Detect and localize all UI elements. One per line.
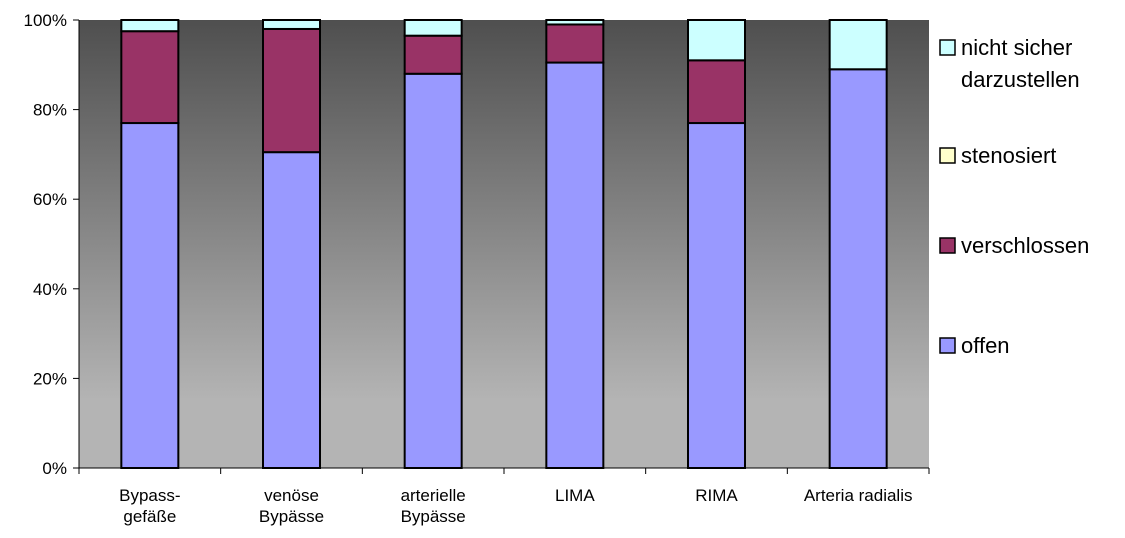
plot-area (79, 20, 929, 468)
y-tick-label: 60% (33, 190, 67, 209)
bar-segment-nicht-sicher-darzustellen-3 (545, 19, 605, 26)
y-tick-label: 100% (24, 11, 67, 30)
legend-swatch (939, 237, 956, 254)
bar-segment-nicht-sicher-darzustellen-1 (262, 19, 321, 30)
bar-segment-offen-5 (828, 68, 888, 469)
bar-segment-verschlossen-0 (120, 30, 180, 125)
bar-segment-offen-4 (687, 122, 746, 469)
bar-segment-verschlossen-3 (545, 23, 605, 64)
legend-swatch (939, 147, 956, 164)
bar-segment-offen-0 (120, 122, 180, 469)
legend-label: verschlossen (961, 233, 1089, 258)
bar-segment-offen-2 (403, 72, 463, 469)
bar-segment-nicht-sicher-darzustellen-4 (687, 19, 746, 62)
x-tick-label: venöse Bypässe (259, 486, 324, 526)
bar-segment-nicht-sicher-darzustellen-5 (828, 19, 888, 71)
legend: nicht sicher darzustellen stenosiert versch… (939, 35, 1089, 358)
bar-segment-offen-1 (262, 151, 321, 469)
bar-segment-verschlossen-1 (262, 27, 321, 154)
y-tick-label: 0% (42, 459, 67, 478)
bars-group (120, 19, 888, 470)
bar-segment-verschlossen-4 (687, 59, 746, 125)
bar-segment-nicht-sicher-darzustellen-2 (403, 19, 463, 37)
legend-swatch (939, 337, 956, 354)
legend-label: offen (961, 333, 1010, 358)
x-tick-label: RIMA (695, 486, 738, 505)
bar-segment-verschlossen-2 (403, 34, 463, 75)
x-tick-label: Arteria radialis (804, 486, 913, 505)
x-tick-label: arterielle Bypässe (401, 486, 466, 526)
x-tick-label: LIMA (555, 486, 595, 505)
legend-label: nicht sicher darzustellen (961, 35, 1080, 92)
bar-segment-nicht-sicher-darzustellen-0 (120, 19, 180, 33)
y-tick-label: 40% (33, 280, 67, 299)
axes-group: 0% 20% 40% 60% 80% 100% Bypass-gefäße venöse Byp… (24, 11, 930, 526)
y-tick-label: 80% (33, 101, 67, 120)
y-tick-label: 20% (33, 369, 67, 388)
legend-label: stenosiert (961, 143, 1056, 168)
legend-swatch (939, 39, 956, 56)
x-tick-label: Bypass-gefäße (119, 486, 180, 526)
bar-segment-offen-3 (545, 61, 605, 470)
